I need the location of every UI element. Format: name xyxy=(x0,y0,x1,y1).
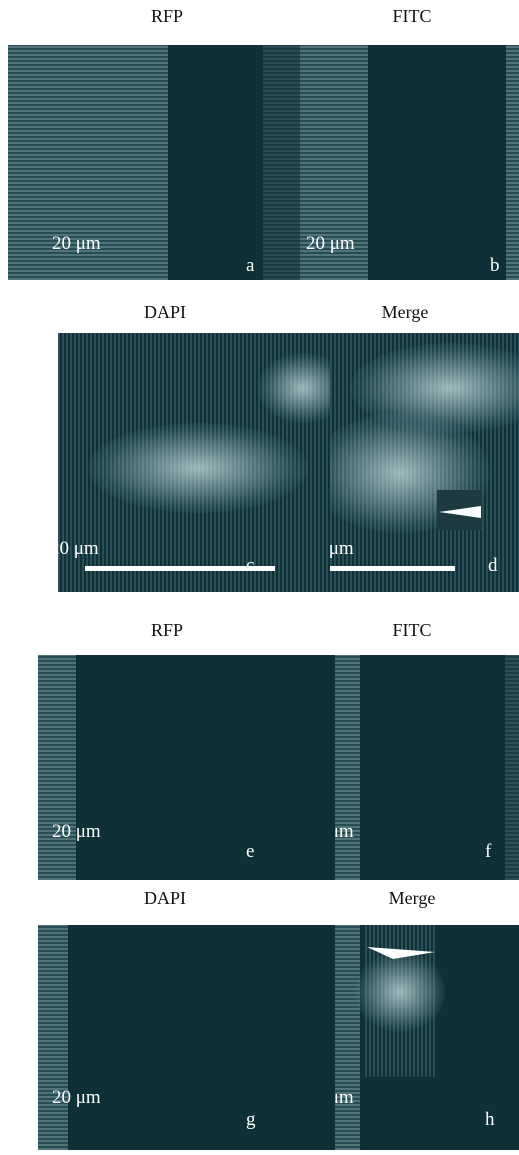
scale-label: 20 μm xyxy=(330,538,354,560)
scale-label: 20 μm xyxy=(58,538,99,560)
scale-label: 20 μm xyxy=(52,1087,101,1109)
arrowhead xyxy=(437,490,482,530)
channel-title: RFP xyxy=(151,6,183,27)
scale-label: 20 μm xyxy=(52,233,101,255)
channel-title: FITC xyxy=(392,620,431,641)
scale-label: 20 μm xyxy=(52,821,101,843)
panel-letter: h xyxy=(485,1109,495,1131)
channel-title: Merge xyxy=(382,302,429,323)
channel-title: DAPI xyxy=(144,302,186,323)
channel-title: RFP xyxy=(151,620,183,641)
panel-letter: g xyxy=(246,1109,256,1131)
panel-letter: d xyxy=(488,555,498,577)
inset xyxy=(437,490,482,530)
channel-title: Merge xyxy=(389,888,436,909)
arrowhead xyxy=(365,925,435,972)
micrograph: 20 μm d xyxy=(330,333,519,592)
panel-letter: b xyxy=(490,255,500,277)
panel-letter: a xyxy=(246,255,254,277)
scale-bar xyxy=(85,566,275,571)
panel-letter: f xyxy=(485,841,491,863)
figure: RFP FITC 20 μm a 20 μm b DAPI Merge 20 μ… xyxy=(0,0,519,1155)
scale-label: 20 μm xyxy=(335,821,354,843)
channel-title: DAPI xyxy=(144,888,186,909)
scale-bar xyxy=(330,566,455,571)
micrograph: 20 μm f xyxy=(335,655,519,880)
micrograph: 20 μm a xyxy=(8,45,300,280)
micrograph: 20 μm h xyxy=(335,925,519,1150)
panel-letter: e xyxy=(246,841,254,863)
micrograph: 20 μm c xyxy=(58,333,330,592)
scale-label: 20 μm xyxy=(335,1087,354,1109)
micrograph: 20 μm e xyxy=(38,655,335,880)
channel-title: FITC xyxy=(392,6,431,27)
micrograph: 20 μm b xyxy=(300,45,519,280)
inset xyxy=(365,925,435,1077)
scale-label: 20 μm xyxy=(306,233,355,255)
micrograph: 20 μm g xyxy=(38,925,335,1150)
